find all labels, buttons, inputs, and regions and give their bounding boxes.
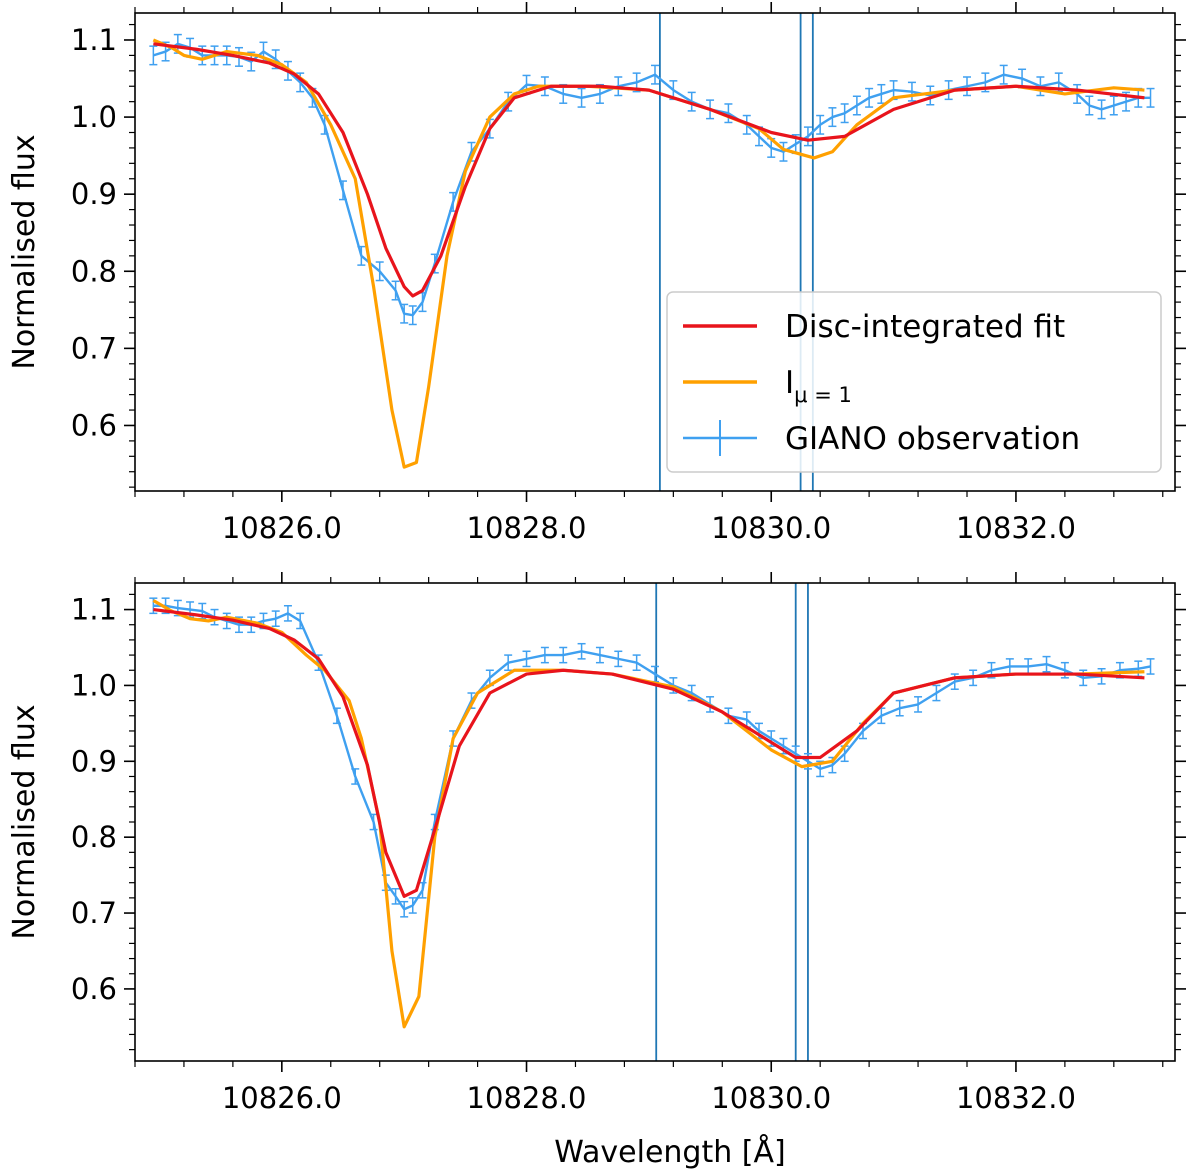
- intensity-series-line: [152, 599, 1145, 1029]
- top-panel: 10826.0 10828.0 10830.0 10832.0 0.6 0.7 0.8 0.9…: [7, 2, 1186, 545]
- x-tick-label: 10830.0: [711, 511, 831, 545]
- legend-box: [666, 291, 1162, 473]
- intensity-series-line: [152, 38, 1145, 469]
- fit-series-line: [153, 607, 1145, 898]
- axes-frame: [134, 12, 1176, 492]
- legend-fit-label: Disc-integrated fit: [785, 309, 1065, 345]
- y-axis-label: Normalised flux: [7, 704, 42, 939]
- y-tick-label: 0.7: [71, 331, 117, 365]
- y-tick-label: 0.8: [71, 820, 117, 854]
- x-tick-label: 10826.0: [222, 1081, 342, 1115]
- y-tick-label: 0.6: [71, 972, 117, 1006]
- y-tick-label: 1.0: [71, 100, 117, 134]
- y-tick-label: 1.0: [71, 668, 117, 702]
- y-tick-label: 0.7: [71, 896, 117, 930]
- x-tick-label: 10826.0: [222, 511, 342, 545]
- x-tick-label: 10830.0: [711, 1081, 831, 1115]
- bottom-panel: 10826.0 10828.0 10830.0 10832.0 0.6 0.7 0.8 0.9…: [7, 572, 1186, 1170]
- y-tick-label: 0.8: [71, 254, 117, 288]
- y-tick-label: 0.9: [71, 744, 117, 778]
- legend-label-subscript: μ = 1: [794, 383, 852, 407]
- x-tick-label: 10828.0: [467, 511, 587, 545]
- y-tick-label: 0.9: [71, 177, 117, 211]
- y-axis-label: Normalised flux: [7, 134, 42, 369]
- y-tick-label: 1.1: [71, 593, 117, 627]
- x-tick-label: 10832.0: [956, 1081, 1076, 1115]
- x-axis-label: Wavelength [Å]: [554, 1134, 785, 1170]
- legend-observation-label: GIANO observation: [785, 421, 1080, 457]
- y-tick-label: 0.6: [71, 408, 117, 442]
- x-tick-label: 10828.0: [467, 1081, 587, 1115]
- axes-frame: [134, 582, 1176, 1062]
- fit-series-line: [153, 42, 1145, 298]
- y-tick-label: 1.1: [71, 23, 117, 57]
- x-tick-label: 10832.0: [956, 511, 1076, 545]
- observation-series-line: [153, 604, 1151, 911]
